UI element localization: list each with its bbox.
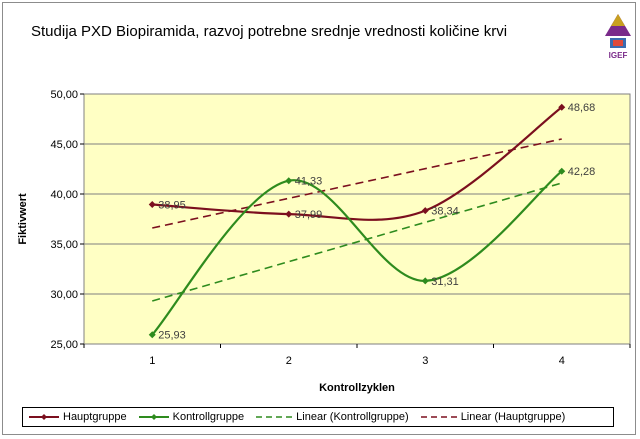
plot-area: 25,00 30,00 35,00 40,00 45,00 50,00 1 2 3 4 38,95 3… <box>50 89 631 367</box>
data-point-kontrollgruppe <box>421 277 429 285</box>
data-point-hauptgruppe <box>558 103 566 111</box>
chart-legend: Hauptgruppe Kontrollgruppe Linear (Kontr… <box>22 407 614 427</box>
legend-item-hauptgruppe: Hauptgruppe <box>29 411 127 423</box>
y-axis-label: Fiktivwert <box>17 193 29 245</box>
legend-swatch-linear-kontrollgruppe <box>256 416 293 418</box>
legend-item-linear-hauptgruppe: Linear (Hauptgruppe) <box>420 411 566 423</box>
data-point-hauptgruppe <box>421 207 429 215</box>
chart-title: Studija PXD Biopiramida, razvoj potrebne… <box>31 23 508 40</box>
data-label-kontrollgruppe: 41,33 <box>295 176 323 188</box>
data-point-kontrollgruppe <box>558 167 566 175</box>
x-tick-label: 1 <box>149 355 155 367</box>
legend-swatch-kontrollgruppe <box>138 414 169 420</box>
series-line-kontrollgruppe <box>151 170 563 336</box>
y-tick-label: 40,00 <box>50 189 78 201</box>
data-label-hauptgruppe: 48,68 <box>568 102 596 114</box>
x-tick-label: 3 <box>422 355 428 367</box>
trendline-linear-hauptgruppe <box>152 138 562 229</box>
data-point-hauptgruppe <box>148 201 156 208</box>
y-tick-label: 50,00 <box>50 89 78 101</box>
data-label-hauptgruppe: 38,34 <box>431 206 459 218</box>
legend-label-linear-hauptgruppe: Linear (Hauptgruppe) <box>460 411 566 423</box>
legend-label-hauptgruppe: Hauptgruppe <box>63 411 127 423</box>
data-label-hauptgruppe: 38,95 <box>158 200 186 212</box>
data-label-hauptgruppe: 37,99 <box>295 209 323 221</box>
legend-label-linear-kontrollgruppe: Linear (Kontrollgruppe) <box>296 411 409 423</box>
x-tick-label: 4 <box>559 355 565 367</box>
legend-swatch-hauptgruppe <box>29 414 59 420</box>
pyramid-logo-icon: IGEF <box>605 14 631 60</box>
y-tick-label: 45,00 <box>50 139 78 151</box>
data-label-kontrollgruppe: 42,28 <box>568 166 596 178</box>
legend-item-linear-kontrollgruppe: Linear (Kontrollgruppe) <box>256 411 409 423</box>
y-tick-label: 30,00 <box>50 289 78 301</box>
x-axis-label: Kontrollzyklen <box>319 382 395 394</box>
y-tick-label: 35,00 <box>50 239 78 251</box>
legend-label-kontrollgruppe: Kontrollgruppe <box>172 411 245 423</box>
legend-swatch-linear-hauptgruppe <box>420 416 457 418</box>
x-tick-label: 2 <box>286 355 292 367</box>
data-label-kontrollgruppe: 25,93 <box>158 330 186 342</box>
data-point-hauptgruppe <box>285 210 293 218</box>
data-label-kontrollgruppe: 31,31 <box>431 276 459 288</box>
logo-text: IGEF <box>609 51 628 60</box>
series-line-hauptgruppe <box>152 106 563 221</box>
legend-item-kontrollgruppe: Kontrollgruppe <box>138 411 245 423</box>
data-point-kontrollgruppe <box>148 331 156 339</box>
trendline-linear-kontrollgruppe <box>152 182 562 302</box>
data-point-kontrollgruppe <box>285 177 293 185</box>
y-tick-label: 25,00 <box>50 339 78 351</box>
